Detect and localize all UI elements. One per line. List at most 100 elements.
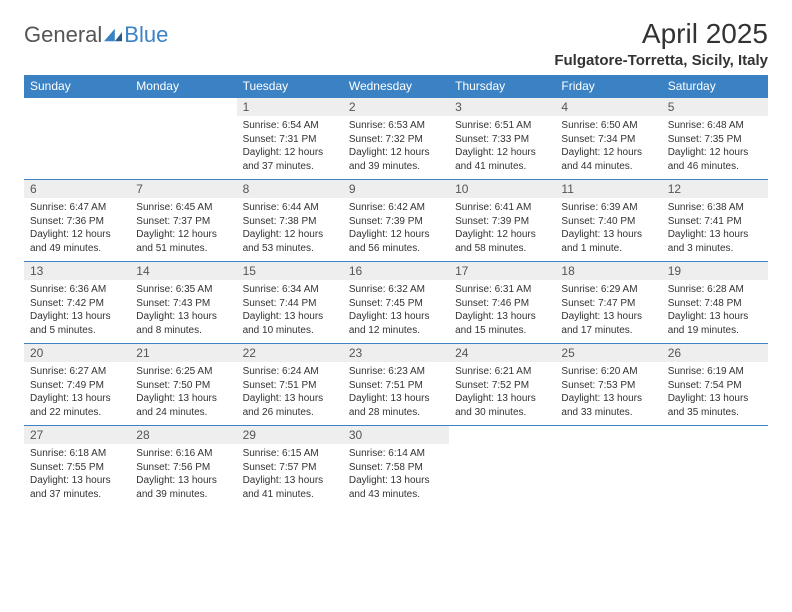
header-row: Sunday Monday Tuesday Wednesday Thursday… — [24, 75, 768, 98]
day-number: 13 — [24, 262, 130, 280]
day-content: Sunrise: 6:27 AMSunset: 7:49 PMDaylight:… — [24, 362, 130, 423]
calendar-cell — [555, 426, 661, 508]
logo-triangle-icon — [104, 28, 122, 42]
sunrise-text: Sunrise: 6:32 AM — [349, 283, 443, 297]
sunrise-text: Sunrise: 6:39 AM — [561, 201, 655, 215]
day-number: 4 — [555, 98, 661, 116]
calendar-cell — [130, 98, 236, 180]
daylight-text: Daylight: 13 hours and 17 minutes. — [561, 310, 655, 337]
daylight-text: Daylight: 12 hours and 58 minutes. — [455, 228, 549, 255]
sunset-text: Sunset: 7:50 PM — [136, 379, 230, 393]
daylight-text: Daylight: 13 hours and 15 minutes. — [455, 310, 549, 337]
sunset-text: Sunset: 7:38 PM — [243, 215, 337, 229]
sunset-text: Sunset: 7:46 PM — [455, 297, 549, 311]
daylight-text: Daylight: 13 hours and 5 minutes. — [30, 310, 124, 337]
daylight-text: Daylight: 12 hours and 37 minutes. — [243, 146, 337, 173]
calendar-cell: 8Sunrise: 6:44 AMSunset: 7:38 PMDaylight… — [237, 180, 343, 262]
col-header: Thursday — [449, 75, 555, 98]
calendar-cell: 29Sunrise: 6:15 AMSunset: 7:57 PMDayligh… — [237, 426, 343, 508]
daylight-text: Daylight: 12 hours and 51 minutes. — [136, 228, 230, 255]
sunrise-text: Sunrise: 6:23 AM — [349, 365, 443, 379]
day-number: 2 — [343, 98, 449, 116]
day-content: Sunrise: 6:50 AMSunset: 7:34 PMDaylight:… — [555, 116, 661, 177]
calendar-cell: 14Sunrise: 6:35 AMSunset: 7:43 PMDayligh… — [130, 262, 236, 344]
sunrise-text: Sunrise: 6:16 AM — [136, 447, 230, 461]
day-content: Sunrise: 6:48 AMSunset: 7:35 PMDaylight:… — [662, 116, 768, 177]
daylight-text: Daylight: 13 hours and 24 minutes. — [136, 392, 230, 419]
day-number: 17 — [449, 262, 555, 280]
daylight-text: Daylight: 13 hours and 33 minutes. — [561, 392, 655, 419]
sunrise-text: Sunrise: 6:20 AM — [561, 365, 655, 379]
sunrise-text: Sunrise: 6:47 AM — [30, 201, 124, 215]
calendar-cell — [662, 426, 768, 508]
day-content: Sunrise: 6:24 AMSunset: 7:51 PMDaylight:… — [237, 362, 343, 423]
location: Fulgatore-Torretta, Sicily, Italy — [554, 52, 768, 69]
day-content: Sunrise: 6:21 AMSunset: 7:52 PMDaylight:… — [449, 362, 555, 423]
calendar-cell: 27Sunrise: 6:18 AMSunset: 7:55 PMDayligh… — [24, 426, 130, 508]
daylight-text: Daylight: 12 hours and 39 minutes. — [349, 146, 443, 173]
day-content: Sunrise: 6:36 AMSunset: 7:42 PMDaylight:… — [24, 280, 130, 341]
daylight-text: Daylight: 13 hours and 37 minutes. — [30, 474, 124, 501]
page-header: General Blue April 2025 Fulgatore-Torret… — [24, 18, 768, 69]
sunrise-text: Sunrise: 6:45 AM — [136, 201, 230, 215]
calendar-cell: 11Sunrise: 6:39 AMSunset: 7:40 PMDayligh… — [555, 180, 661, 262]
sunrise-text: Sunrise: 6:35 AM — [136, 283, 230, 297]
day-content: Sunrise: 6:25 AMSunset: 7:50 PMDaylight:… — [130, 362, 236, 423]
logo-text-general: General — [24, 22, 102, 48]
calendar-cell: 7Sunrise: 6:45 AMSunset: 7:37 PMDaylight… — [130, 180, 236, 262]
calendar-cell: 23Sunrise: 6:23 AMSunset: 7:51 PMDayligh… — [343, 344, 449, 426]
daylight-text: Daylight: 13 hours and 41 minutes. — [243, 474, 337, 501]
day-content: Sunrise: 6:38 AMSunset: 7:41 PMDaylight:… — [662, 198, 768, 259]
day-number: 16 — [343, 262, 449, 280]
daylight-text: Daylight: 13 hours and 39 minutes. — [136, 474, 230, 501]
daylight-text: Daylight: 13 hours and 10 minutes. — [243, 310, 337, 337]
calendar-cell: 6Sunrise: 6:47 AMSunset: 7:36 PMDaylight… — [24, 180, 130, 262]
calendar-cell: 30Sunrise: 6:14 AMSunset: 7:58 PMDayligh… — [343, 426, 449, 508]
calendar-cell: 3Sunrise: 6:51 AMSunset: 7:33 PMDaylight… — [449, 98, 555, 180]
daylight-text: Daylight: 13 hours and 1 minute. — [561, 228, 655, 255]
daylight-text: Daylight: 12 hours and 49 minutes. — [30, 228, 124, 255]
day-number: 27 — [24, 426, 130, 444]
day-content: Sunrise: 6:42 AMSunset: 7:39 PMDaylight:… — [343, 198, 449, 259]
day-number: 14 — [130, 262, 236, 280]
title-block: April 2025 Fulgatore-Torretta, Sicily, I… — [554, 18, 768, 69]
day-content: Sunrise: 6:44 AMSunset: 7:38 PMDaylight:… — [237, 198, 343, 259]
sunrise-text: Sunrise: 6:24 AM — [243, 365, 337, 379]
day-number: 19 — [662, 262, 768, 280]
daylight-text: Daylight: 12 hours and 41 minutes. — [455, 146, 549, 173]
sunrise-text: Sunrise: 6:31 AM — [455, 283, 549, 297]
logo: General Blue — [24, 18, 168, 48]
sunset-text: Sunset: 7:51 PM — [349, 379, 443, 393]
calendar-cell: 2Sunrise: 6:53 AMSunset: 7:32 PMDaylight… — [343, 98, 449, 180]
sunrise-text: Sunrise: 6:48 AM — [668, 119, 762, 133]
sunset-text: Sunset: 7:48 PM — [668, 297, 762, 311]
col-header: Tuesday — [237, 75, 343, 98]
day-number: 6 — [24, 180, 130, 198]
sunrise-text: Sunrise: 6:36 AM — [30, 283, 124, 297]
calendar-cell: 25Sunrise: 6:20 AMSunset: 7:53 PMDayligh… — [555, 344, 661, 426]
day-content: Sunrise: 6:35 AMSunset: 7:43 PMDaylight:… — [130, 280, 236, 341]
col-header: Sunday — [24, 75, 130, 98]
day-number: 1 — [237, 98, 343, 116]
sunset-text: Sunset: 7:55 PM — [30, 461, 124, 475]
calendar-table: Sunday Monday Tuesday Wednesday Thursday… — [24, 75, 768, 508]
day-content: Sunrise: 6:18 AMSunset: 7:55 PMDaylight:… — [24, 444, 130, 505]
day-content: Sunrise: 6:34 AMSunset: 7:44 PMDaylight:… — [237, 280, 343, 341]
sunrise-text: Sunrise: 6:51 AM — [455, 119, 549, 133]
day-number: 12 — [662, 180, 768, 198]
daylight-text: Daylight: 13 hours and 43 minutes. — [349, 474, 443, 501]
sunset-text: Sunset: 7:47 PM — [561, 297, 655, 311]
day-number: 23 — [343, 344, 449, 362]
day-content: Sunrise: 6:23 AMSunset: 7:51 PMDaylight:… — [343, 362, 449, 423]
calendar-cell: 9Sunrise: 6:42 AMSunset: 7:39 PMDaylight… — [343, 180, 449, 262]
calendar-cell: 18Sunrise: 6:29 AMSunset: 7:47 PMDayligh… — [555, 262, 661, 344]
day-content: Sunrise: 6:32 AMSunset: 7:45 PMDaylight:… — [343, 280, 449, 341]
month-title: April 2025 — [554, 18, 768, 50]
day-number: 22 — [237, 344, 343, 362]
calendar-cell: 13Sunrise: 6:36 AMSunset: 7:42 PMDayligh… — [24, 262, 130, 344]
calendar-cell — [449, 426, 555, 508]
day-content: Sunrise: 6:19 AMSunset: 7:54 PMDaylight:… — [662, 362, 768, 423]
sunrise-text: Sunrise: 6:41 AM — [455, 201, 549, 215]
sunrise-text: Sunrise: 6:42 AM — [349, 201, 443, 215]
calendar-cell: 1Sunrise: 6:54 AMSunset: 7:31 PMDaylight… — [237, 98, 343, 180]
